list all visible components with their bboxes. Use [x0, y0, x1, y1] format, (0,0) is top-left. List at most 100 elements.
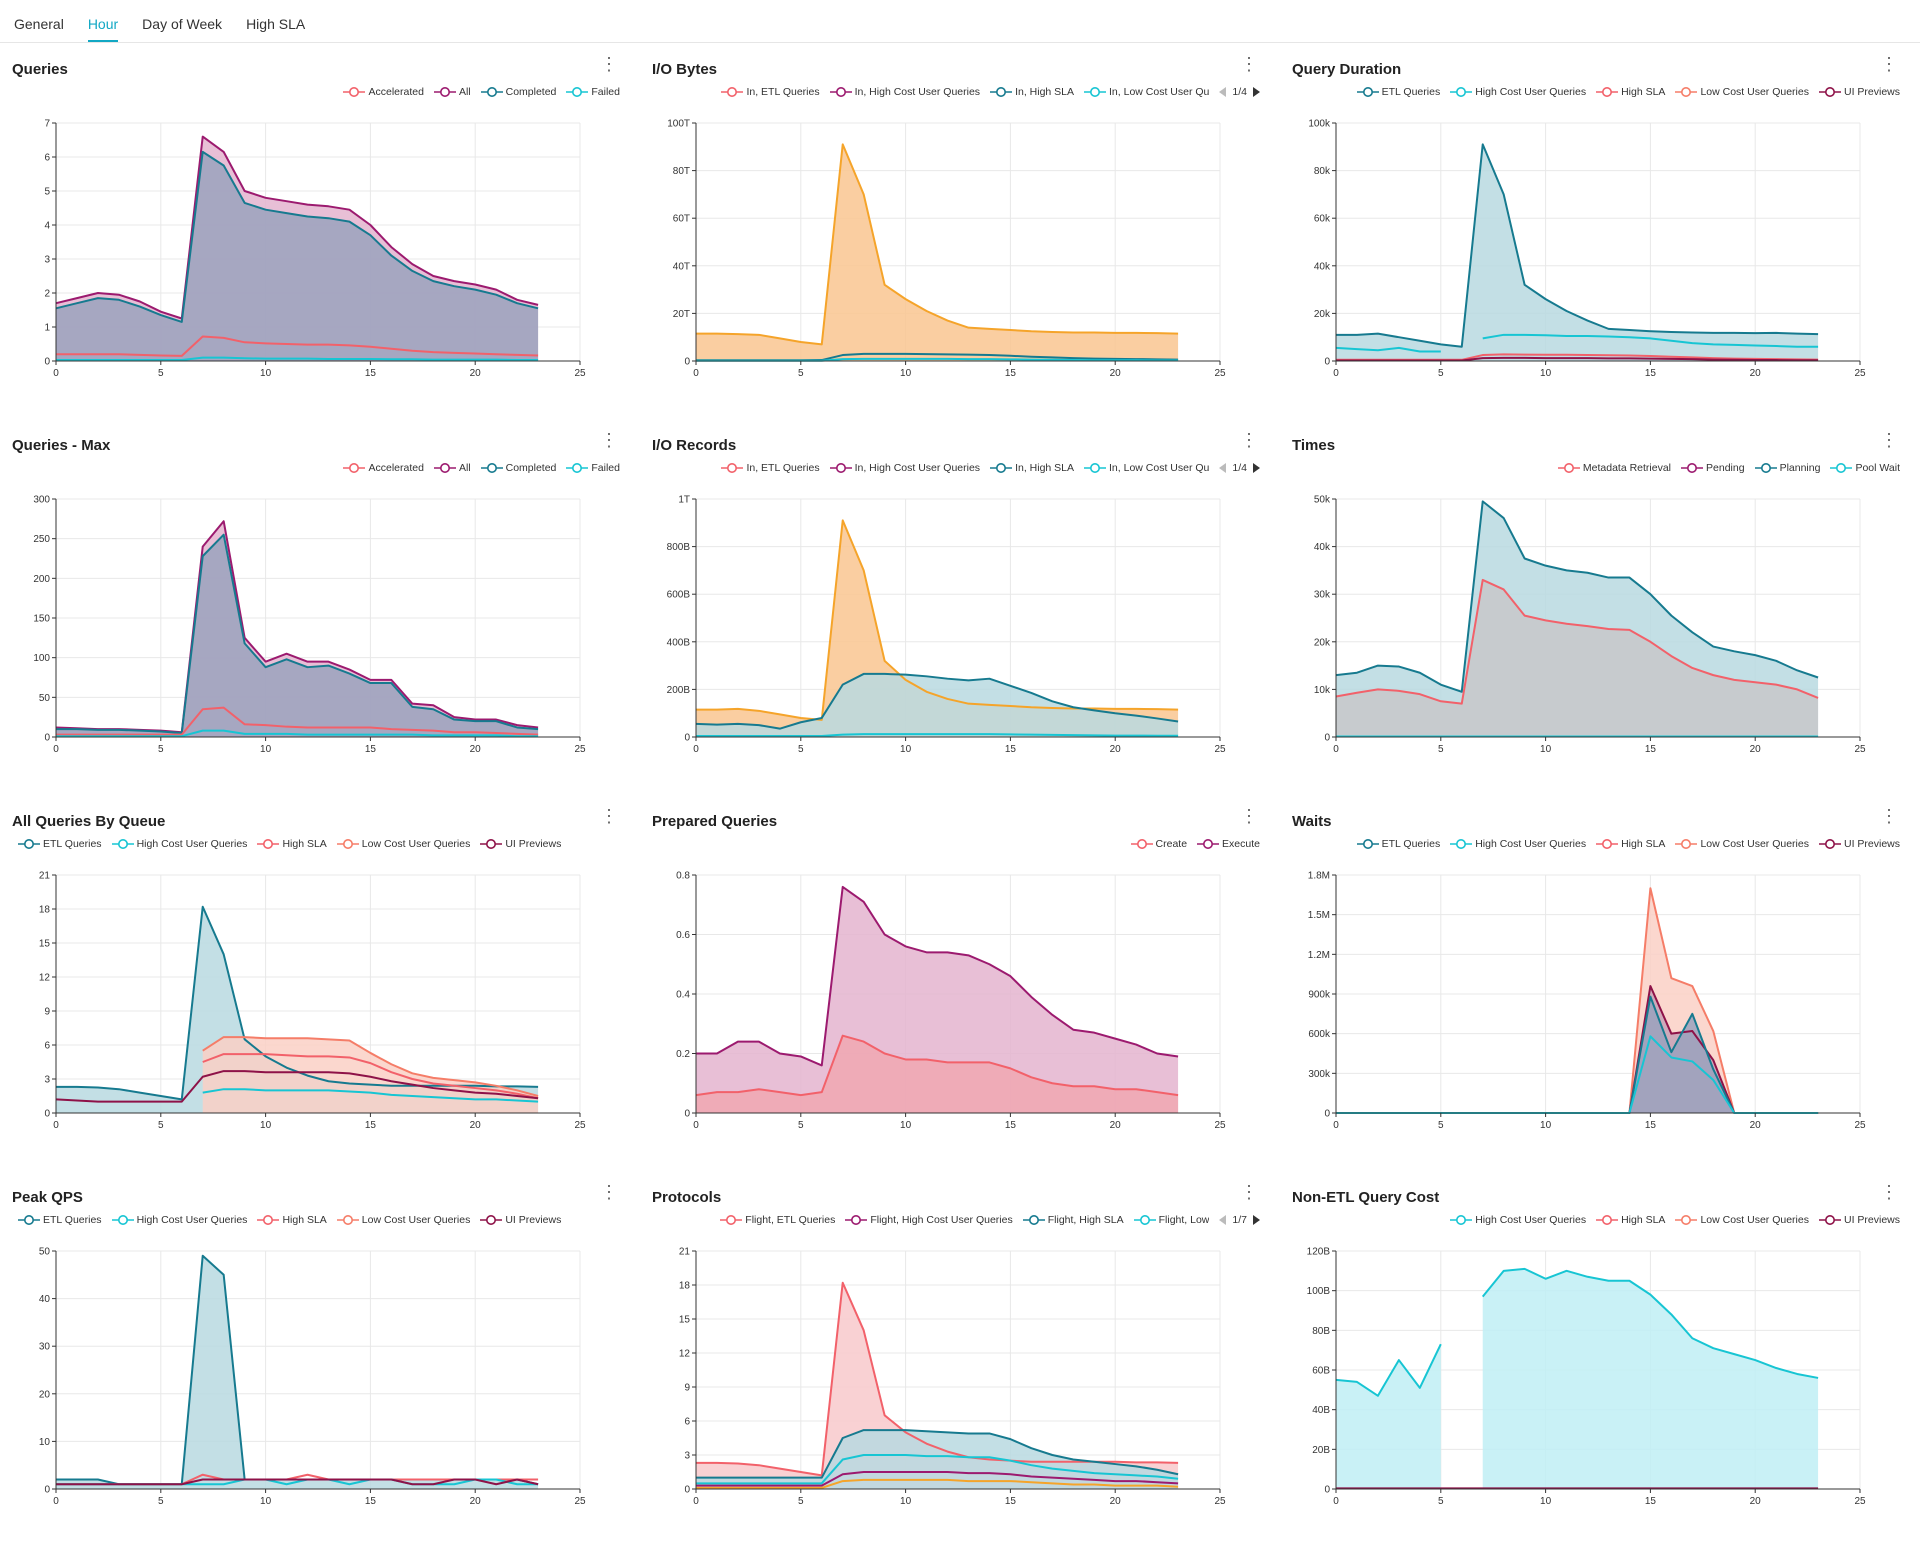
legend-item-completed[interactable]: Completed: [480, 462, 556, 474]
legend-item-flight-high-sla[interactable]: Flight, High SLA: [1022, 1214, 1124, 1226]
series-line-high-sla[interactable]: [202, 1053, 539, 1100]
legend-prev-icon[interactable]: [1219, 87, 1227, 97]
more-options-icon[interactable]: ⋮: [1880, 54, 1898, 74]
legend-item-all[interactable]: All: [433, 462, 471, 474]
legend-item-planning[interactable]: Planning: [1754, 462, 1820, 474]
legend-item-ui-previews[interactable]: UI Previews: [1818, 838, 1900, 850]
legend-item-etl-queries[interactable]: ETL Queries: [1356, 86, 1440, 98]
legend-item-ui-previews[interactable]: UI Previews: [1818, 1214, 1900, 1226]
more-options-icon[interactable]: ⋮: [1240, 1182, 1258, 1202]
legend-item-pool-wait[interactable]: Pool Wait: [1830, 462, 1900, 474]
legend-item-in-etl-queries[interactable]: In, ETL Queries: [721, 86, 820, 98]
legend-item-etl-queries[interactable]: ETL Queries: [18, 1214, 102, 1226]
series-line-high-cost-user-queries[interactable]: [202, 1088, 539, 1103]
legend-item-create[interactable]: Create: [1130, 838, 1187, 850]
legend-item-execute[interactable]: Execute: [1197, 838, 1260, 850]
legend-item-ui-previews[interactable]: UI Previews: [1818, 86, 1900, 98]
series-line-flight-high-sla[interactable]: [696, 1429, 1179, 1479]
legend-item-high-sla[interactable]: High SLA: [1596, 86, 1665, 98]
series-line-accelerated[interactable]: [56, 335, 539, 357]
legend-item-low-cost-user-queries[interactable]: Low Cost User Queries: [1675, 86, 1809, 98]
legend-item-low-cost-user-queries[interactable]: Low Cost User Queries: [336, 1214, 470, 1226]
series-line-flight-high-cost-user-queries[interactable]: [696, 1471, 1179, 1487]
legend-next-icon[interactable]: [1253, 463, 1260, 473]
legend-item-high-sla[interactable]: High SLA: [257, 838, 327, 850]
more-options-icon[interactable]: ⋮: [1240, 430, 1258, 450]
more-options-icon[interactable]: ⋮: [1240, 806, 1258, 826]
series-line-high-cost-user-queries[interactable]: [1336, 1035, 1819, 1114]
legend-item-high-sla[interactable]: High SLA: [1596, 1214, 1665, 1226]
legend-item-high-sla[interactable]: High SLA: [1596, 838, 1665, 850]
series-line-low-cost-user-queries[interactable]: [202, 1036, 539, 1097]
series-line-etl-queries[interactable]: [56, 1254, 539, 1486]
legend-prev-icon[interactable]: [1219, 463, 1227, 473]
legend-item-accelerated[interactable]: Accelerated: [343, 462, 424, 474]
more-options-icon[interactable]: ⋮: [1240, 54, 1258, 74]
more-options-icon[interactable]: ⋮: [1880, 1182, 1898, 1202]
legend-prev-icon[interactable]: [1219, 1215, 1227, 1225]
legend-item-in-high-sla[interactable]: In, High SLA: [990, 86, 1074, 98]
legend-item-in-high-sla[interactable]: In, High SLA: [990, 462, 1074, 474]
series-line-planning[interactable]: [1335, 500, 1819, 693]
legend-item-etl-queries[interactable]: ETL Queries: [18, 838, 102, 850]
series-line-failed[interactable]: [56, 356, 539, 361]
series-line-flight-low[interactable]: [696, 1454, 1179, 1485]
series-line-in-low-cost-user-qu[interactable]: [696, 733, 1179, 738]
legend-item-completed[interactable]: Completed: [480, 86, 556, 98]
more-options-icon[interactable]: ⋮: [600, 1182, 618, 1202]
legend-item-high-cost-user-queries[interactable]: High Cost User Queries: [111, 1214, 247, 1226]
series-line-low-cost-user-queries[interactable]: [1336, 887, 1819, 1114]
series-line-high-cost-user-queries[interactable]: [1335, 346, 1441, 353]
more-options-icon[interactable]: ⋮: [600, 54, 618, 74]
tab-day-of-week[interactable]: Day of Week: [142, 16, 223, 32]
series-line-etl-queries[interactable]: [1336, 995, 1819, 1114]
legend-item-in-etl-queries[interactable]: In, ETL Queries: [721, 462, 820, 474]
series-line-metadata-retrieval[interactable]: [1335, 578, 1819, 705]
legend-item-high-cost-user-queries[interactable]: High Cost User Queries: [111, 838, 247, 850]
legend-item-ui-previews[interactable]: UI Previews: [480, 1214, 561, 1226]
legend-item-flight-high-cost-user-queries[interactable]: Flight, High Cost User Queries: [845, 1214, 1013, 1226]
series-line-all[interactable]: [55, 135, 539, 320]
more-options-icon[interactable]: ⋮: [600, 430, 618, 450]
series-line-high-cost-user-queries[interactable]: [1482, 333, 1819, 348]
legend-item-in-low-cost-user-qu[interactable]: In, Low Cost User Qu: [1084, 462, 1209, 474]
legend-item-pending[interactable]: Pending: [1681, 462, 1745, 474]
legend-item-high-sla[interactable]: High SLA: [257, 1214, 327, 1226]
legend-item-metadata-retrieval[interactable]: Metadata Retrieval: [1557, 462, 1671, 474]
legend-item-all[interactable]: All: [433, 86, 471, 98]
legend-next-icon[interactable]: [1253, 1215, 1260, 1225]
legend-item-high-cost-user-queries[interactable]: High Cost User Queries: [1450, 1214, 1586, 1226]
series-line-completed[interactable]: [55, 150, 539, 323]
series-line-ui-previews[interactable]: [55, 1070, 539, 1103]
more-options-icon[interactable]: ⋮: [600, 806, 618, 826]
series-line-high-cost-user-queries[interactable]: [1481, 1267, 1819, 1379]
legend-item-flight-etl-queries[interactable]: Flight, ETL Queries: [720, 1214, 835, 1226]
legend-item-etl-queries[interactable]: ETL Queries: [1356, 838, 1440, 850]
legend-item-failed[interactable]: Failed: [566, 86, 620, 98]
more-options-icon[interactable]: ⋮: [1880, 430, 1898, 450]
tab-hour[interactable]: Hour: [87, 16, 119, 42]
legend-next-icon[interactable]: [1253, 87, 1260, 97]
series-line-ui-previews[interactable]: [1336, 985, 1819, 1114]
legend-item-flight-low[interactable]: Flight, Low: [1133, 1214, 1209, 1226]
legend-item-low-cost-user-queries[interactable]: Low Cost User Queries: [336, 838, 470, 850]
more-options-icon[interactable]: ⋮: [1880, 806, 1898, 826]
series-line-in-high-sla[interactable]: [695, 672, 1179, 730]
series-line-out[interactable]: [696, 143, 1179, 346]
series-line-ui-previews[interactable]: [56, 1478, 539, 1486]
tab-high-sla[interactable]: High SLA: [246, 16, 306, 32]
series-line-other[interactable]: [696, 1478, 1179, 1489]
legend-item-ui-previews[interactable]: UI Previews: [480, 838, 561, 850]
legend-item-high-cost-user-queries[interactable]: High Cost User Queries: [1450, 86, 1586, 98]
series-line-failed[interactable]: [56, 729, 539, 738]
legend-item-failed[interactable]: Failed: [566, 462, 620, 474]
tab-general[interactable]: General: [14, 16, 64, 32]
legend-item-in-high-cost-user-queries[interactable]: In, High Cost User Queries: [829, 462, 980, 474]
legend-item-high-cost-user-queries[interactable]: High Cost User Queries: [1450, 838, 1586, 850]
series-line-completed[interactable]: [56, 533, 539, 735]
series-line-create[interactable]: [695, 1034, 1179, 1097]
legend-item-low-cost-user-queries[interactable]: Low Cost User Queries: [1675, 838, 1809, 850]
legend-item-in-high-cost-user-queries[interactable]: In, High Cost User Queries: [829, 86, 980, 98]
legend-item-low-cost-user-queries[interactable]: Low Cost User Queries: [1675, 1214, 1809, 1226]
series-line-high-cost-user-queries[interactable]: [1335, 1343, 1442, 1397]
